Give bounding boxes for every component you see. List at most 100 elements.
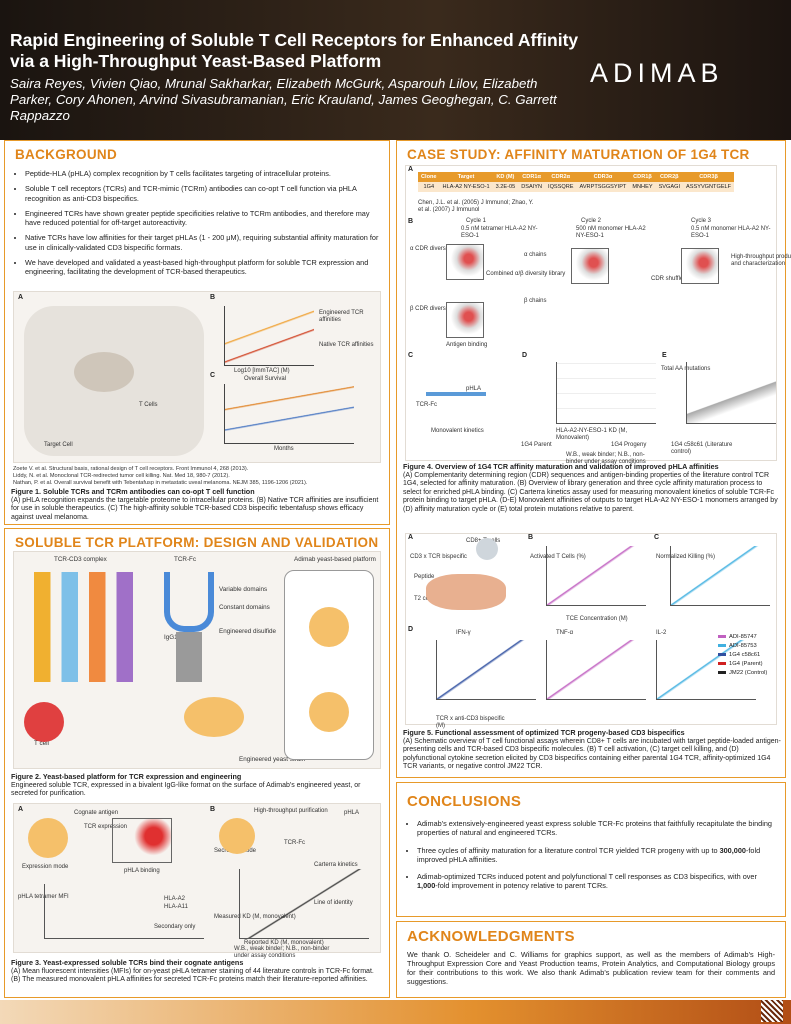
figure-label: Months (274, 446, 294, 452)
figure-label: T cell (34, 740, 49, 747)
figure-label: Engineered yeast strain (239, 756, 306, 763)
references: Zoete V. et al. Structural basis, ration… (13, 466, 383, 486)
graphic (24, 702, 64, 742)
figure-label: Cycle 1 (466, 218, 487, 224)
figure-label: α CDR diversity library (410, 246, 470, 252)
figure-label: pHLA (344, 810, 360, 816)
caption-text: Engineered soluble TCR, expressed in a b… (11, 781, 361, 798)
legend-label: JM22 (Control) (729, 670, 768, 676)
header: Rapid Engineering of Soluble T Cell Rece… (0, 0, 791, 140)
figure-label: 500 nM monomer HLA-A2 NY-ESO-1 (576, 226, 646, 239)
caption-text: (A) Complementarity determining region (… (403, 471, 778, 513)
graphic (686, 362, 776, 424)
graphic (546, 546, 646, 606)
acknowledgments-section: ACKNOWLEDGMENTS We thank O. Scheideler a… (396, 921, 786, 998)
figure-label: High-throughput production and character… (731, 254, 791, 267)
graphic (176, 632, 202, 682)
table-cell: DSAIYN (518, 182, 546, 192)
graphic (74, 352, 134, 392)
bullet-text: Adimab's extensively-engineered yeast ex… (417, 819, 772, 838)
legend-swatch (718, 634, 726, 638)
figure-label: Peptide (414, 574, 435, 580)
figure-label: TCE Concentration (M) (566, 616, 628, 622)
caption-title: Figure 5. Functional assessment of optim… (403, 728, 685, 737)
bullet: Soluble T cell receptors (TCRs) and TCR-… (25, 184, 381, 203)
table-row: 1G4 HLA-A2 NY-ESO-1 3.2E-05 DSAIYN IQSSQRE AV… (418, 182, 735, 192)
figure-label: HLA-A2-NY-ESO-1 KD (M, Monovalent) (556, 428, 628, 441)
figure-label: α chains (524, 252, 547, 258)
panel-label: A (408, 166, 414, 173)
bullet-text: Three cycles of affinity maturation for … (417, 845, 720, 855)
graphic (28, 818, 68, 858)
caption: Figure 2. Yeast-based platform for TCR e… (11, 772, 385, 799)
figure-3: A B Cognate antigen Expression mode TCR expr… (13, 803, 381, 959)
figure-label: Variable domains (219, 586, 268, 593)
figure-label: TCR x anti-CD3 bispecific (M) (436, 716, 505, 729)
panel-label: D (522, 352, 528, 359)
bullet: Adimab's extensively-engineered yeast ex… (417, 819, 777, 838)
legend-entry: ADI-85747 (718, 634, 757, 640)
figure-label: TCR-Fc (174, 556, 197, 563)
figure-2: TCR-CD3 complex TCR-Fc Adimab yeast-based … (13, 551, 381, 769)
table-header: CDR1α (518, 172, 546, 182)
graphic (219, 818, 255, 854)
authors: Saira Reyes, Vivien Qiao, Mrunal Sakhark… (10, 76, 557, 123)
bullet: Native TCRs have low affinities for thei… (25, 233, 381, 252)
background-section: BACKGROUND Peptide-HLA (pHLA) complex re… (4, 140, 390, 525)
graphic (571, 248, 609, 284)
graphic (436, 640, 536, 700)
figure-label: Constant domains (219, 604, 270, 611)
figure-label: 0.5 nM tetramer HLA-A2 NY-ESO-1 (461, 226, 538, 239)
figure-label: Target Cell (44, 442, 73, 448)
heading: CASE STUDY: AFFINITY MATURATION OF 1G4 T… (407, 147, 750, 162)
caption: Figure 4. Overview of 1G4 TCR affinity m… (403, 462, 781, 515)
caption-title: Figure 4. Overview of 1G4 TCR affinity m… (403, 462, 719, 471)
graphic (112, 818, 172, 863)
reference: Zoete V. et al. Structural basis, ration… (13, 466, 249, 472)
legend-entry: 1G4 c58c61 (718, 652, 760, 658)
panel-label: A (408, 534, 414, 541)
figure-label: Antigen binding (446, 342, 488, 348)
figure-label: TNF-α (556, 630, 574, 636)
table-header: CDR3α (576, 172, 630, 182)
bullet-text: Adimab-optimized TCRs induced potent and… (417, 872, 757, 882)
heading: CONCLUSIONS (407, 793, 522, 810)
table-cell: ASSYVGNTGELF (683, 182, 735, 192)
figure-label: pHLA binding (124, 868, 160, 874)
figure-label: TCR expression (84, 824, 128, 830)
bullet: Three cycles of affinity maturation for … (417, 846, 777, 865)
figure-1: A B C Engineered TCR affinities Native TCR a… (13, 291, 381, 463)
panel-label: B (528, 534, 534, 541)
graphic (164, 572, 214, 632)
table-header: Clone (418, 172, 440, 182)
table-cell: MNHEY (629, 182, 656, 192)
graphic (446, 244, 484, 280)
case-study-section: CASE STUDY: AFFINITY MATURATION OF 1G4 T… (396, 140, 791, 778)
table-header-row: Clone Target KD (M) CDR1α CDR2α CDR3α CDR1β CDR… (418, 172, 735, 182)
graphic (426, 366, 486, 396)
bullet: We have developed and validated a yeast-… (25, 258, 381, 277)
panel-label: A (18, 294, 24, 301)
legend-swatch (718, 670, 726, 674)
bullet-text: -fold improved pHLA affinities. (417, 845, 761, 864)
conclusions-section: CONCLUSIONS Adimab's extensively-enginee… (396, 782, 786, 917)
graphic (656, 640, 756, 700)
legend-label: ADI-85747 (729, 634, 757, 640)
caption-text: (A) pHLA recognition expands the targeta… (11, 496, 379, 521)
panel-label: C (408, 352, 414, 359)
heading: BACKGROUND (15, 147, 117, 162)
table-cell: IQSSQRE (545, 182, 577, 192)
legend-swatch (718, 661, 726, 665)
figure-label: IgG1 Fc (164, 634, 186, 641)
figure-label: W.B., weak binder; N.B., non-binder unde… (234, 946, 330, 959)
graphic (224, 384, 354, 444)
graphic (184, 697, 244, 737)
platform-section: SOLUBLE TCR PLATFORM: DESIGN AND VALIDAT… (4, 528, 390, 998)
graphic (681, 248, 719, 284)
legend-entry: ADI-85753 (718, 643, 757, 649)
title: Rapid Engineering of Soluble T Cell Rece… (10, 30, 579, 71)
figure-label: Monovalent kinetics (431, 428, 484, 434)
figure-label: Expression mode (22, 864, 69, 870)
